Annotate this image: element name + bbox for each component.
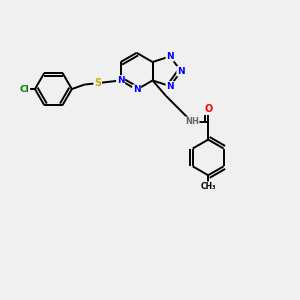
Text: CH₃: CH₃ bbox=[200, 182, 216, 191]
Text: O: O bbox=[204, 104, 212, 114]
Text: NH: NH bbox=[185, 117, 199, 126]
Text: S: S bbox=[94, 78, 101, 88]
Text: N: N bbox=[166, 52, 174, 61]
Text: N: N bbox=[177, 67, 185, 76]
Text: N: N bbox=[117, 76, 124, 85]
Text: Cl: Cl bbox=[20, 85, 29, 94]
Text: N: N bbox=[166, 82, 174, 91]
Text: N: N bbox=[133, 85, 140, 94]
